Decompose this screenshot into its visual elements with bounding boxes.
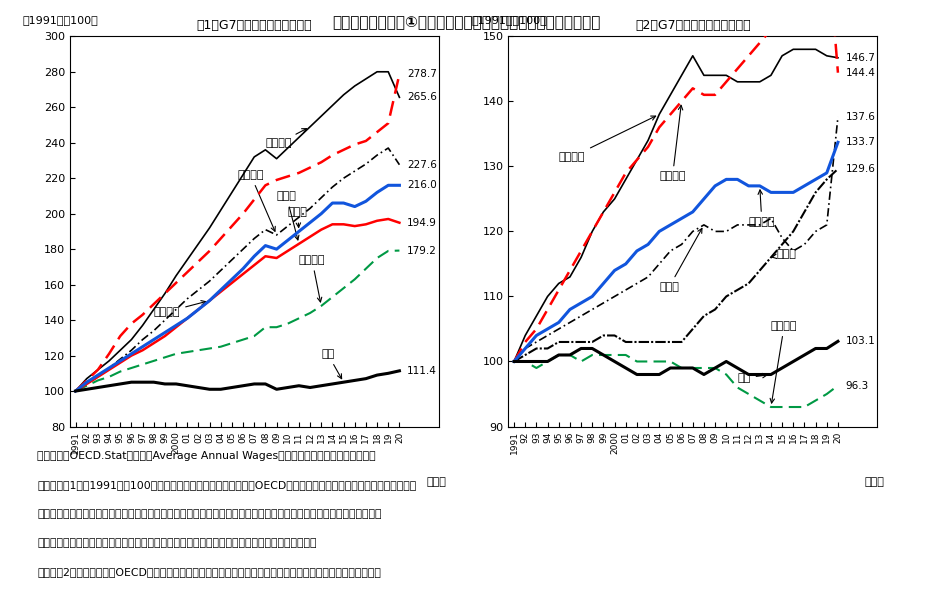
Text: 216.0: 216.0 [407, 180, 437, 191]
Text: 日本: 日本 [321, 349, 341, 379]
Text: （注）　1）　1991年を100とし、推移を記載している。なお、OECDによるデータの加工方法が不明確なため、厳: （注） 1） 1991年を100とし、推移を記載している。なお、OECDによるデ… [37, 480, 416, 490]
Text: 179.2: 179.2 [407, 246, 438, 255]
Text: フランス: フランス [154, 301, 205, 317]
Text: （1991年＝100）: （1991年＝100） [472, 15, 548, 25]
Text: 194.9: 194.9 [407, 218, 438, 227]
Text: 265.6: 265.6 [407, 93, 438, 102]
Text: 日本: 日本 [737, 373, 767, 383]
Text: 《コラム１－３－①図　Ｇ７各国の賃金（名目・実質）の推移》: 《コラム１－３－①図 Ｇ７各国の賃金（名目・実質）の推移》 [332, 15, 601, 30]
Text: 137.6: 137.6 [845, 112, 876, 122]
Text: アメリカ: アメリカ [238, 170, 275, 231]
Text: アメリカ: アメリカ [660, 105, 686, 182]
Text: 96.3: 96.3 [845, 381, 869, 391]
Text: 2）名目賃金は、OECDが公表する実質賃金に消費者物価指数の総合指数を乗じることで算出している。: 2）名目賃金は、OECDが公表する実質賃金に消費者物価指数の総合指数を乗じること… [37, 567, 382, 577]
Text: 227.6: 227.6 [407, 160, 438, 170]
Text: 133.7: 133.7 [845, 137, 876, 147]
Title: （1）G7各国の名目賃金の推移: （1）G7各国の名目賃金の推移 [197, 19, 312, 32]
Text: （1991年＝100）: （1991年＝100） [22, 15, 98, 25]
Text: イギリス: イギリス [559, 116, 656, 162]
Text: フランス: フランス [748, 190, 775, 227]
Text: 103.1: 103.1 [845, 336, 875, 346]
Text: 用者数、民間最終消費支出デフレーター及び購買力平価で除したものと推察される。: 用者数、民間最終消費支出デフレーター及び購買力平価で除したものと推察される。 [37, 538, 317, 548]
Text: 129.6: 129.6 [845, 164, 876, 174]
Text: 密な比較はできないことに留意。なお、我が国の計数は国民経済計算の雇用者所得をフルタイムベースの雇: 密な比較はできないことに留意。なお、我が国の計数は国民経済計算の雇用者所得をフル… [37, 509, 382, 519]
Text: 資料出所　OECD.StatにおけるAverage Annual Wagesにより作成。購買力平価ベース。: 資料出所 OECD.StatにおけるAverage Annual Wagesによ… [37, 451, 376, 461]
Text: 278.7: 278.7 [407, 69, 438, 79]
Text: （年）: （年） [865, 477, 884, 487]
Text: （年）: （年） [426, 477, 446, 487]
Text: ドイツ: ドイツ [287, 208, 308, 227]
Text: カナダ: カナダ [660, 229, 702, 292]
Text: イギリス: イギリス [265, 129, 307, 148]
Text: カナダ: カナダ [276, 192, 299, 240]
Text: 111.4: 111.4 [407, 366, 438, 376]
Title: （2）G7各国の実質賃金の推移: （2）G7各国の実質賃金の推移 [635, 19, 750, 32]
Text: ドイツ: ドイツ [771, 249, 797, 260]
Text: イタリア: イタリア [299, 255, 326, 302]
Text: 144.4: 144.4 [845, 68, 876, 77]
Text: イタリア: イタリア [770, 321, 798, 403]
Text: 146.7: 146.7 [845, 53, 876, 63]
